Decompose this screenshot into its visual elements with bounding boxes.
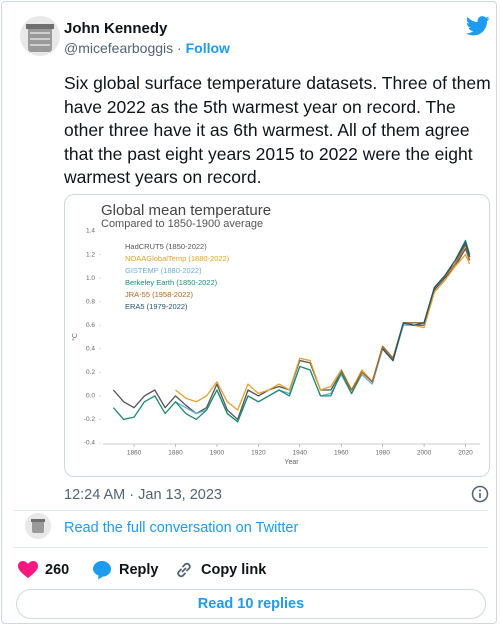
legend-entry: HadCRUT5 (1850-2022) (125, 242, 207, 251)
legend-entry: ERA5 (1979-2022) (125, 302, 188, 311)
series-line (382, 242, 471, 362)
conversation-avatar (25, 513, 51, 539)
avatar-image (26, 24, 54, 52)
info-icon[interactable] (470, 484, 490, 504)
author-name[interactable]: John Kennedy (64, 20, 168, 37)
divider (14, 510, 488, 511)
y-tick-label: 0.4 (86, 345, 95, 352)
conversation-link[interactable]: Read the full conversation on Twitter (64, 520, 299, 536)
x-tick-label: 1980 (375, 450, 390, 457)
x-tick-label: 2020 (458, 450, 473, 457)
legend-entry: JRA-55 (1958-2022) (125, 290, 193, 299)
y-tick-label: 1.2 (86, 251, 95, 258)
twitter-logo[interactable] (466, 16, 490, 36)
like-count[interactable]: 260 (45, 562, 70, 578)
x-tick-label: 1960 (334, 450, 349, 457)
y-axis-label: °C (71, 333, 79, 341)
legend-entry: GISTEMP (1880-2022) (125, 266, 202, 275)
follow-link[interactable]: Follow (185, 40, 230, 56)
y-tick-label: 0.6 (86, 322, 95, 329)
y-tick-label: 0.2 (86, 369, 95, 376)
x-tick-label: 1920 (251, 450, 266, 457)
avatar[interactable] (20, 16, 60, 56)
x-tick-label: 1860 (127, 450, 142, 457)
x-tick-label: 1880 (168, 450, 183, 457)
chart-card: Global mean temperature Compared to 1850… (64, 194, 490, 477)
separator: · (177, 40, 182, 56)
y-tick-label: -0.4 (84, 440, 96, 447)
chart-title: Global mean temperature (101, 202, 271, 219)
legend-entry: NOAAGlobalTemp (1880-2022) (125, 254, 230, 263)
reply-button[interactable]: Reply (119, 562, 159, 578)
x-axis-label: Year (284, 459, 299, 466)
series-line (175, 253, 471, 411)
reply-icon[interactable] (92, 560, 112, 580)
timestamp[interactable]: 12:24 AM · Jan 13, 2023 (64, 487, 222, 503)
chart-subtitle: Compared to 1850-1900 average (101, 218, 263, 230)
divider (14, 547, 488, 548)
like-icon[interactable] (18, 561, 38, 579)
series-line (340, 244, 471, 391)
y-tick-label: 1.0 (86, 275, 95, 282)
read-replies-button[interactable]: Read 10 replies (16, 589, 486, 619)
handle-row: @micefearboggis · Follow (64, 40, 230, 56)
link-icon[interactable] (174, 560, 194, 580)
chart: Global mean temperature Compared to 1850… (71, 202, 480, 466)
y-tick-label: 0.0 (86, 393, 95, 400)
legend-entry: Berkeley Earth (1850-2022) (125, 278, 218, 287)
x-tick-label: 1900 (210, 450, 225, 457)
y-tick-label: 1.4 (86, 228, 95, 235)
tweet-text: Six global surface temperature datasets.… (64, 73, 491, 187)
x-tick-label: 2000 (417, 450, 432, 457)
y-tick-label: 0.8 (86, 298, 95, 305)
copy-link-button[interactable]: Copy link (201, 562, 267, 578)
y-tick-label: -0.2 (84, 416, 96, 423)
handle[interactable]: @micefearboggis (64, 40, 174, 56)
x-tick-label: 1940 (293, 450, 308, 457)
